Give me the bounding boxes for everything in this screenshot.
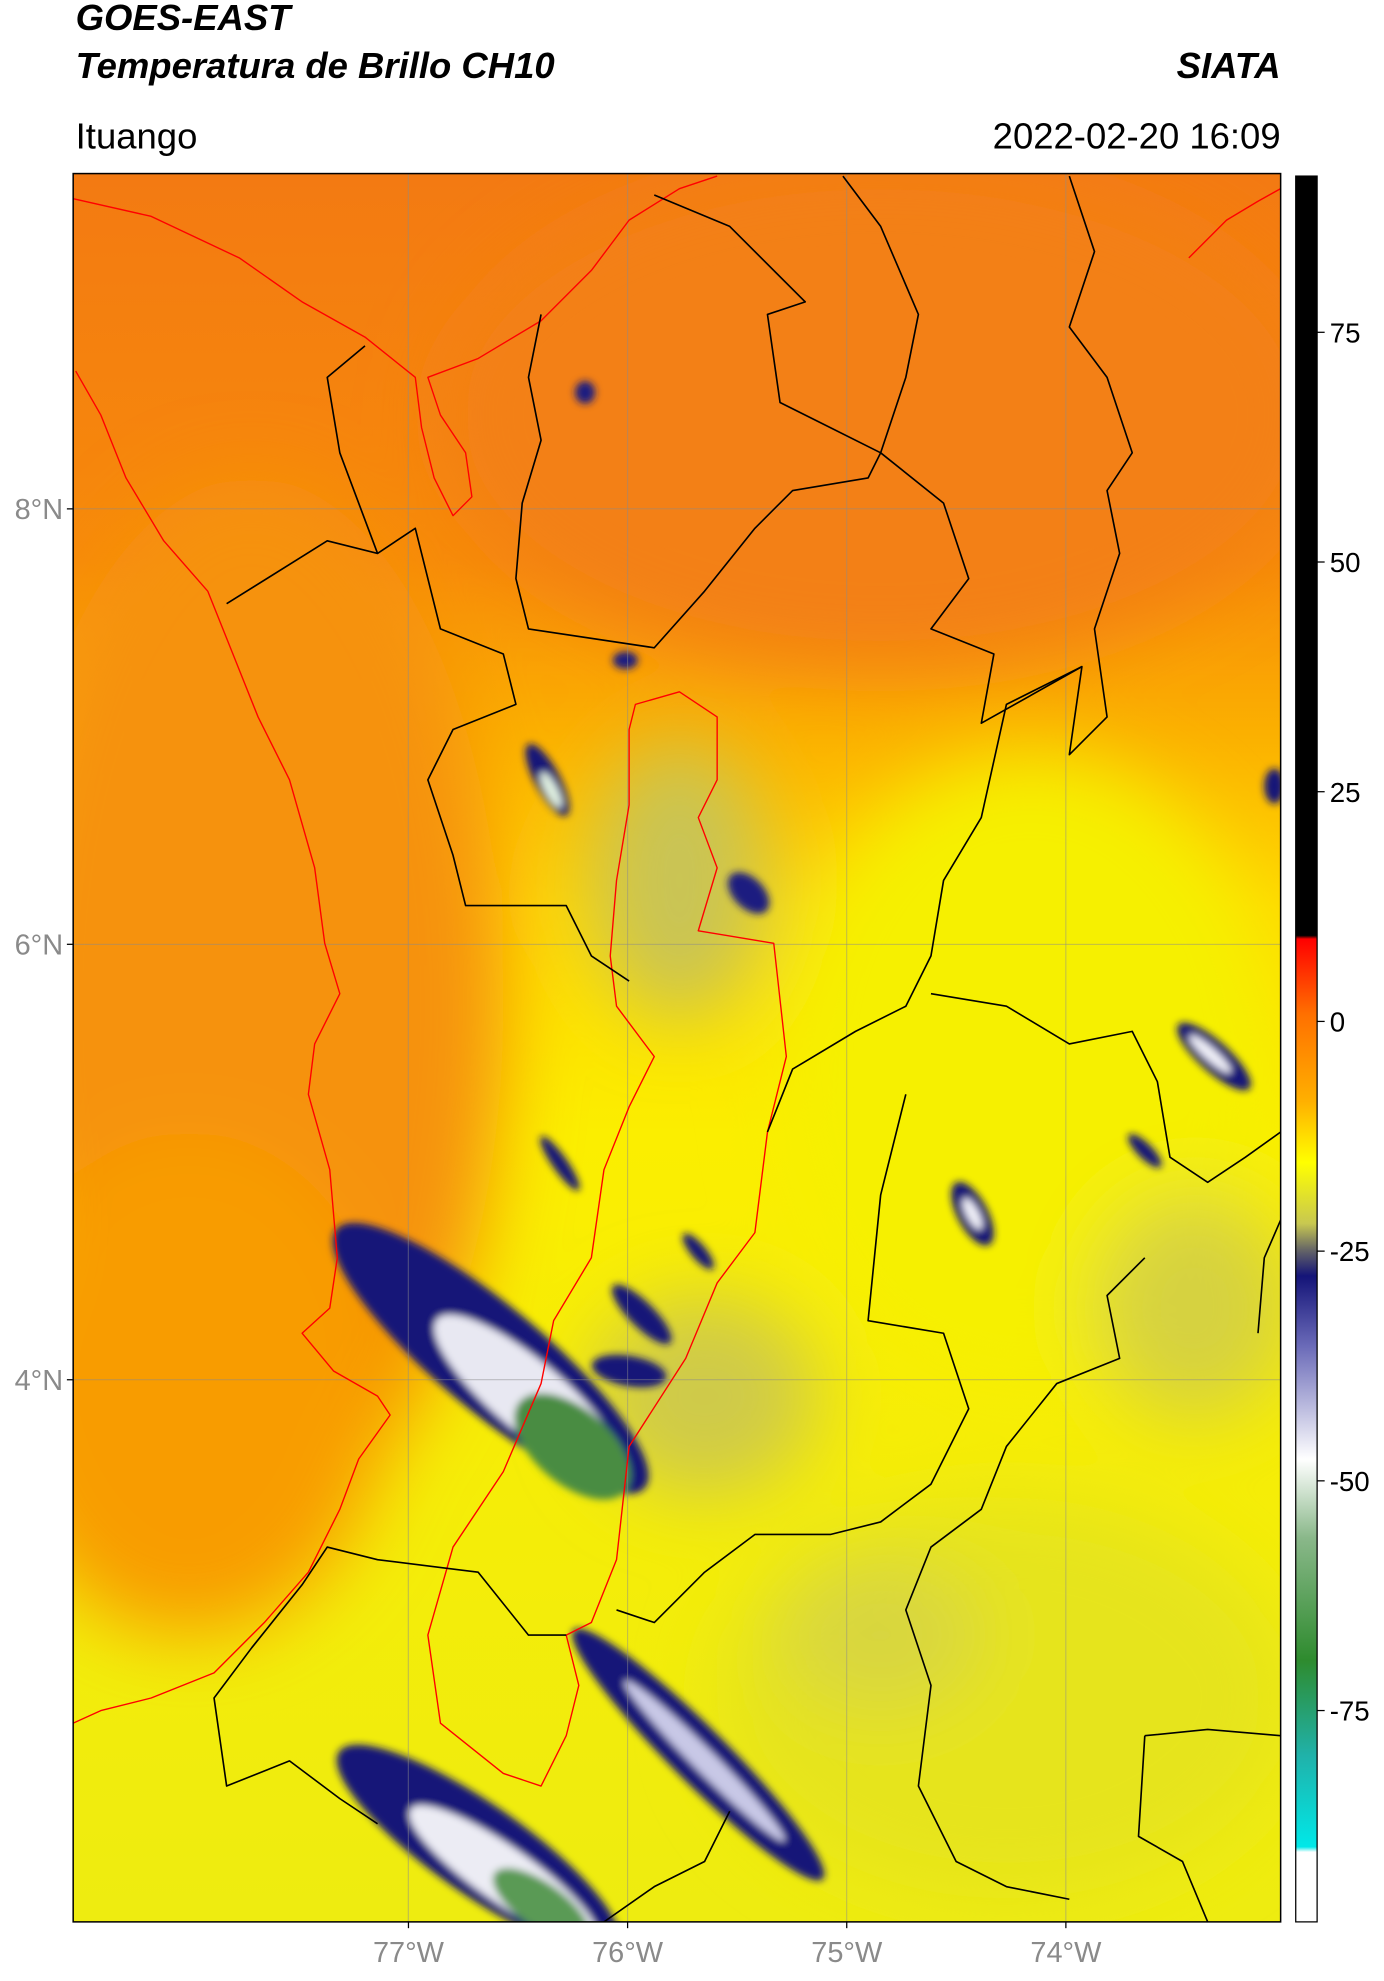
lon-label: 77°W [373,1937,445,1969]
colorbar-label: -75 [1330,1696,1370,1727]
lat-label: 8°N [15,494,64,526]
colorbar-label: -50 [1330,1466,1370,1497]
map-frame [72,172,1282,1923]
colorbar-label: -25 [1330,1236,1370,1267]
cloud-tops [332,381,1281,1922]
map [73,173,1281,1922]
colorbar-label: 75 [1330,317,1361,348]
colorbar-label: 50 [1330,547,1361,578]
brand: SIATA [1177,45,1281,86]
location: Ituango [76,115,198,156]
title: GOES-EAST [76,0,294,38]
lon-label: 76°W [592,1937,664,1969]
borders [73,175,1281,1922]
grid [73,173,1281,1922]
datetime: 2022-02-20 16:09 [993,115,1281,156]
colorbar-label: 25 [1330,777,1361,808]
lon-label: 74°W [1030,1937,1102,1969]
lat-label: 4°N [15,1365,64,1397]
subtitle: Temperatura de Brillo CH10 [76,45,555,86]
colorbar [1295,175,1318,1923]
lon-label: 75°W [811,1937,883,1969]
colorbar-label: 0 [1330,1006,1345,1037]
lat-label: 6°N [15,929,64,961]
ticks: 8°N 6°N 4°N 77°W 76°W 75°W 74°W 75 50 25 0 -25 -50 -7… [15,317,1370,1969]
